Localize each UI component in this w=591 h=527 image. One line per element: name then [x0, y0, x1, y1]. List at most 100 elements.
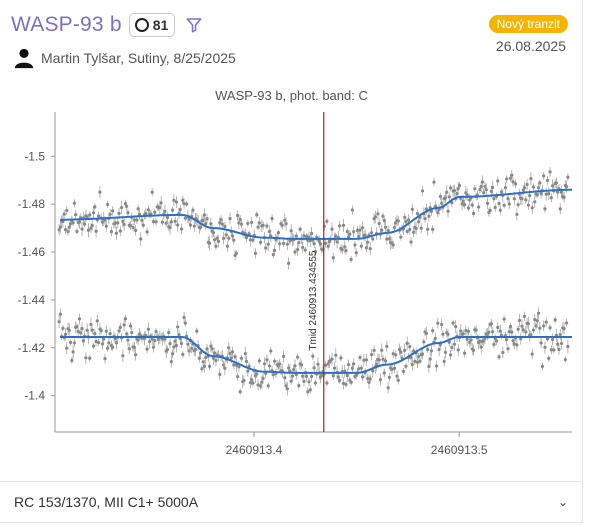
data-point — [117, 211, 121, 215]
data-point — [225, 244, 230, 248]
data-point — [405, 229, 409, 234]
data-point — [419, 226, 423, 230]
data-point — [464, 328, 468, 333]
data-point — [538, 326, 542, 330]
data-point — [390, 367, 394, 372]
data-point — [119, 205, 124, 210]
data-point — [192, 224, 196, 228]
data-point — [163, 337, 167, 341]
data-point — [214, 244, 218, 248]
data-point — [100, 342, 105, 346]
data-point — [397, 347, 402, 352]
data-point — [123, 317, 128, 321]
data-point — [360, 226, 365, 230]
data-point — [94, 339, 98, 344]
data-point — [76, 329, 80, 334]
filter-icon[interactable] — [185, 16, 203, 34]
data-point — [223, 224, 227, 229]
data-point — [68, 340, 73, 345]
data-point — [565, 185, 569, 189]
data-point — [371, 369, 375, 373]
y-tick-label: -1.4 — [24, 389, 45, 403]
data-point — [533, 200, 537, 204]
data-point — [68, 222, 73, 226]
data-point — [451, 321, 455, 325]
data-point — [362, 358, 366, 362]
data-point — [90, 223, 94, 228]
data-point — [566, 344, 570, 349]
data-point — [256, 383, 260, 387]
data-point — [227, 346, 231, 350]
data-point — [480, 180, 485, 184]
data-point — [93, 205, 97, 209]
data-point — [332, 366, 337, 370]
data-point — [452, 188, 457, 193]
data-point — [289, 229, 293, 233]
data-point — [182, 315, 186, 320]
data-point — [200, 367, 204, 371]
data-point — [289, 379, 293, 383]
data-point — [391, 352, 395, 356]
data-point — [336, 375, 340, 379]
data-point — [395, 374, 399, 378]
model-curve-2 — [60, 336, 572, 374]
data-point — [122, 222, 126, 227]
data-point — [542, 324, 546, 328]
data-point — [118, 229, 122, 233]
data-point — [105, 346, 110, 350]
data-point — [404, 364, 408, 368]
data-point — [295, 355, 300, 359]
data-point — [181, 198, 185, 202]
data-point — [293, 364, 297, 368]
data-point — [478, 339, 482, 343]
data-point — [427, 364, 431, 369]
data-point — [366, 240, 370, 244]
data-point — [552, 348, 556, 352]
data-point — [346, 362, 351, 367]
data-point — [207, 364, 212, 368]
data-point — [236, 374, 240, 379]
data-point — [299, 363, 303, 367]
data-point — [438, 194, 442, 199]
data-point — [436, 210, 440, 215]
data-point — [287, 366, 291, 370]
data-point — [185, 202, 189, 206]
data-point — [264, 246, 268, 250]
data-point — [357, 367, 361, 371]
planet-title[interactable]: WASP-93 b — [11, 13, 122, 36]
data-point — [514, 182, 518, 186]
data-point — [145, 347, 149, 351]
data-point — [116, 221, 120, 225]
data-point — [545, 178, 550, 183]
data-point — [516, 203, 520, 207]
data-point — [238, 390, 242, 394]
data-point — [524, 198, 528, 202]
data-point — [131, 225, 135, 230]
data-point — [550, 337, 555, 342]
data-point — [204, 355, 208, 360]
data-point — [219, 218, 223, 222]
data-point — [482, 339, 486, 343]
data-point — [292, 367, 296, 372]
data-point — [66, 230, 70, 234]
data-point — [506, 196, 510, 201]
y-tick-label: -1.46 — [18, 245, 46, 259]
equipment-footer[interactable]: RC 153/1370, MII C1+ 5000A ⌄ — [0, 481, 582, 522]
chevron-down-icon[interactable]: ⌄ — [557, 495, 568, 509]
data-point — [281, 354, 286, 359]
data-point — [506, 347, 510, 351]
data-point — [377, 221, 381, 226]
data-point — [251, 238, 255, 242]
data-point — [528, 193, 532, 198]
observation-count-badge[interactable]: 81 — [128, 13, 176, 37]
data-point — [193, 347, 198, 352]
data-point — [114, 231, 119, 235]
data-point — [271, 253, 275, 257]
data-point — [325, 219, 329, 223]
data-point — [309, 231, 314, 236]
data-point — [432, 180, 436, 184]
data-point — [378, 377, 383, 382]
data-point — [63, 228, 68, 232]
data-point — [330, 227, 334, 231]
data-point — [294, 234, 298, 238]
